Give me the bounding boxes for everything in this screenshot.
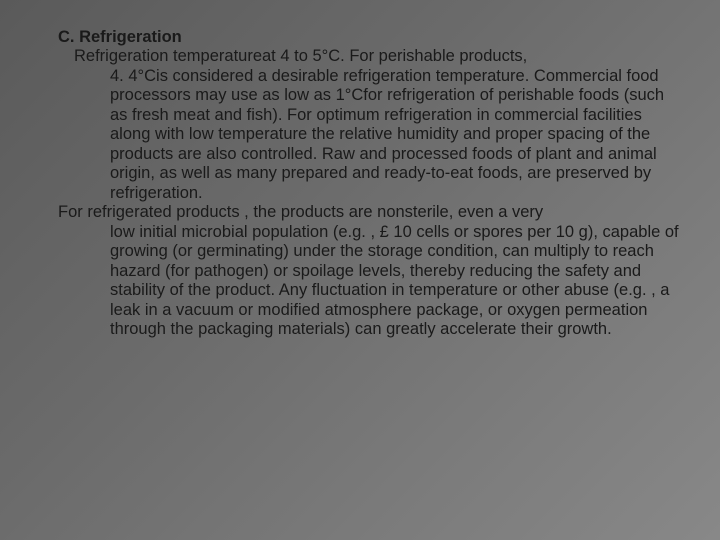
paragraph-2: For refrigerated products , the products… — [40, 203, 680, 339]
section-heading: C. Refrigeration — [58, 28, 680, 47]
p2-body: low initial microbial population (e.g. ,… — [110, 223, 680, 340]
slide-content: C. Refrigeration Refrigeration temperatu… — [0, 0, 720, 360]
p1-first-line: Refrigeration temperatureat 4 to 5°C. Fo… — [74, 47, 680, 66]
p2-first-line: For refrigerated products , the products… — [58, 203, 680, 222]
p1-body: 4. 4°Cis considered a desirable refriger… — [110, 67, 680, 203]
paragraph-1: Refrigeration temperatureat 4 to 5°C. Fo… — [40, 47, 680, 203]
